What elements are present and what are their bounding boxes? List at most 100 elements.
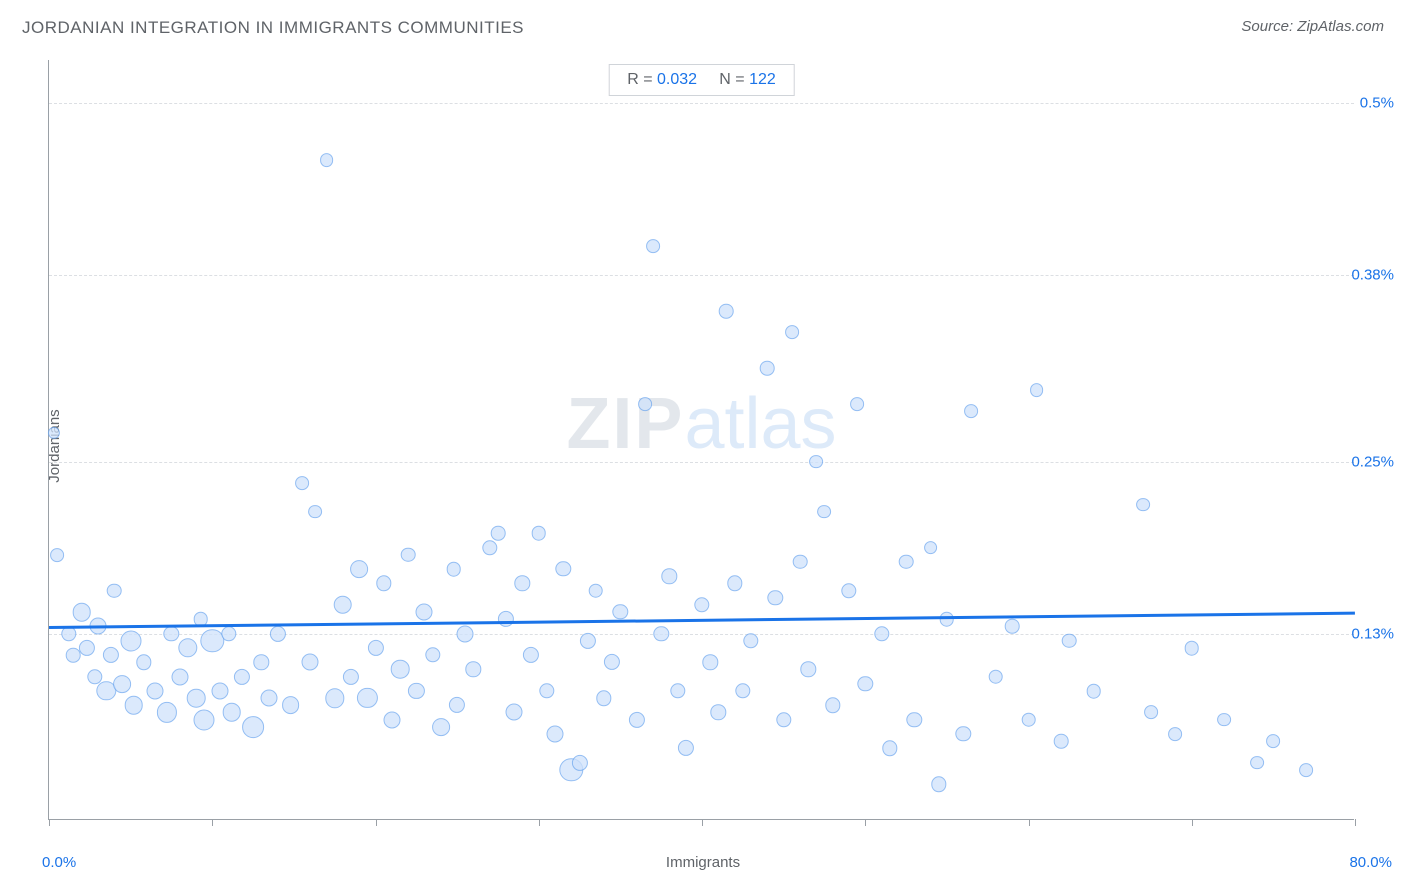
- y-tick-label: 0.38%: [1351, 267, 1394, 284]
- data-point: [447, 562, 462, 577]
- chart-title: JORDANIAN INTEGRATION IN IMMIGRANTS COMM…: [22, 18, 524, 37]
- y-tick-label: 0.5%: [1360, 95, 1394, 112]
- data-point: [1062, 633, 1077, 648]
- x-min-label: 0.0%: [42, 854, 76, 871]
- data-point: [571, 755, 587, 771]
- data-point: [325, 688, 344, 707]
- data-point: [425, 647, 440, 662]
- data-point: [613, 604, 628, 619]
- data-point: [629, 712, 645, 728]
- data-point: [343, 669, 359, 685]
- data-point: [760, 361, 775, 376]
- data-point: [638, 397, 652, 411]
- data-point: [401, 547, 416, 562]
- data-point: [376, 576, 391, 591]
- data-point: [1184, 641, 1199, 656]
- x-tick: [702, 819, 703, 826]
- data-point: [391, 660, 410, 679]
- source-name: ZipAtlas.com: [1297, 18, 1384, 35]
- data-point: [449, 697, 465, 713]
- data-point: [302, 654, 319, 671]
- data-point: [48, 427, 60, 439]
- x-tick: [376, 819, 377, 826]
- data-point: [539, 683, 554, 698]
- data-point: [261, 690, 278, 707]
- data-point: [1217, 713, 1231, 727]
- x-tick: [1355, 819, 1356, 826]
- data-point: [103, 647, 119, 663]
- data-point: [1030, 383, 1044, 397]
- data-point: [899, 555, 914, 570]
- data-point: [120, 630, 141, 651]
- gridline: [49, 462, 1354, 463]
- data-point: [785, 326, 799, 340]
- data-point: [940, 612, 955, 627]
- data-point: [743, 633, 758, 648]
- data-point: [506, 704, 523, 721]
- data-point: [515, 576, 530, 591]
- data-point: [522, 647, 538, 663]
- data-point: [416, 604, 433, 621]
- data-point: [457, 625, 474, 642]
- x-axis-label: Immigrants: [666, 854, 740, 871]
- data-point: [164, 626, 179, 641]
- data-point: [874, 626, 889, 641]
- gridline: [49, 103, 1354, 104]
- data-point: [350, 560, 368, 578]
- data-point: [531, 526, 546, 541]
- gridline: [49, 275, 1354, 276]
- watermark: ZIPatlas: [566, 383, 836, 465]
- data-point: [212, 682, 229, 699]
- data-point: [604, 654, 620, 670]
- source-prefix: Source:: [1241, 18, 1297, 35]
- scatter-plot: ZIPatlas R = 0.032 N = 122: [48, 60, 1354, 820]
- data-point: [357, 688, 377, 708]
- data-point: [727, 576, 742, 591]
- data-point: [670, 683, 685, 698]
- data-point: [147, 682, 164, 699]
- data-point: [107, 583, 122, 598]
- data-point: [171, 668, 188, 685]
- data-point: [320, 153, 334, 167]
- data-point: [711, 705, 726, 720]
- data-point: [776, 712, 791, 727]
- data-point: [547, 725, 564, 742]
- x-tick: [539, 819, 540, 826]
- data-point: [646, 240, 660, 254]
- data-point: [580, 633, 596, 649]
- data-point: [924, 541, 938, 555]
- data-point: [662, 569, 677, 584]
- data-point: [735, 683, 750, 698]
- data-point: [136, 655, 151, 670]
- data-point: [334, 596, 353, 615]
- data-point: [466, 662, 481, 677]
- data-point: [1169, 727, 1183, 741]
- data-point: [719, 304, 734, 319]
- data-point: [702, 655, 717, 670]
- data-point: [114, 675, 132, 693]
- data-point: [156, 702, 176, 722]
- x-max-label: 80.0%: [1349, 854, 1392, 871]
- data-point: [989, 669, 1004, 684]
- data-point: [907, 712, 922, 727]
- x-tick: [1192, 819, 1193, 826]
- data-point: [768, 590, 783, 605]
- trend-line: [49, 612, 1355, 629]
- data-point: [858, 676, 873, 691]
- r-value: 0.032: [657, 71, 697, 88]
- data-point: [556, 561, 571, 576]
- data-point: [125, 696, 144, 715]
- y-tick-label: 0.25%: [1351, 453, 1394, 470]
- data-point: [850, 397, 864, 411]
- data-point: [221, 626, 236, 641]
- data-point: [694, 597, 709, 612]
- data-point: [282, 696, 300, 714]
- data-point: [234, 669, 250, 685]
- data-point: [308, 505, 322, 519]
- data-point: [1136, 498, 1150, 512]
- data-point: [1005, 619, 1020, 634]
- data-point: [269, 625, 285, 641]
- data-point: [1021, 712, 1036, 727]
- data-point: [408, 683, 424, 699]
- data-point: [194, 709, 215, 730]
